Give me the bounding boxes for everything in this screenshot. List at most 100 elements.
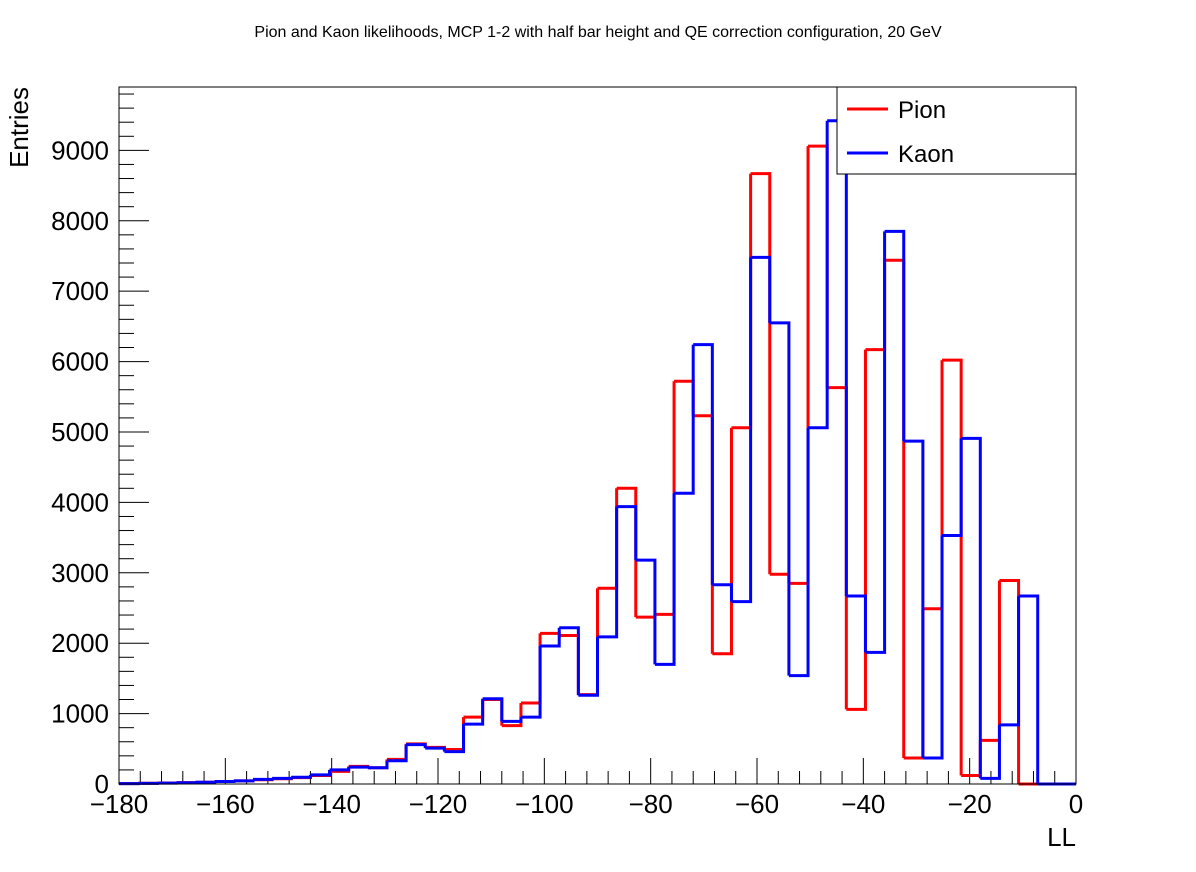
y-tick-label: 4000	[51, 487, 109, 517]
histogram-bin-kaon	[482, 697, 504, 722]
y-axis-ticks	[119, 93, 149, 785]
histogram-bin-kaon	[386, 744, 408, 763]
legend: Pion Kaon	[836, 86, 1077, 175]
histogram-bin-kaon	[731, 257, 753, 604]
histogram-bin-kaon	[616, 505, 638, 561]
histogram-bin-kaon	[195, 780, 217, 784]
histogram-bin-pion	[961, 740, 982, 778]
y-tick-label: 8000	[51, 206, 109, 236]
x-tick-label: −40	[841, 789, 885, 819]
histogram-bin-pion	[788, 146, 810, 585]
x-tick-label: −100	[515, 789, 574, 819]
histogram-bin-pion	[865, 260, 887, 352]
x-tick-label: −80	[629, 789, 673, 819]
histogram-bin-pion	[635, 614, 657, 619]
y-tick-label: 5000	[51, 417, 109, 447]
histogram-bin-pion	[616, 486, 638, 618]
plot-frame	[118, 86, 1077, 785]
y-tick-label: 9000	[51, 135, 109, 165]
x-axis-tick-labels: −180 −160 −140 −120 −100 −80 −60 −40 −20 0	[90, 789, 1084, 819]
histogram-bin-kaon	[444, 724, 466, 754]
histogram-bin-kaon	[961, 436, 982, 779]
y-tick-label: 0	[95, 769, 109, 799]
histogram-bin-kaon	[846, 594, 867, 653]
histogram-bin-pion	[578, 588, 599, 697]
x-axis-ticks	[118, 758, 1077, 784]
histogram-bin-kaon	[635, 558, 657, 665]
chart-title: Pion and Kaon likelihoods, MCP 1-2 with …	[254, 24, 942, 41]
histogram-bin-kaon	[329, 767, 351, 772]
histogram-bin-pion	[444, 717, 466, 752]
x-tick-label: −120	[409, 789, 468, 819]
histogram-bin-kaon	[425, 746, 446, 752]
histogram-bin-kaon	[463, 698, 485, 726]
legend-label-kaon: Kaon	[898, 141, 954, 168]
histogram-bin-kaon	[865, 231, 887, 654]
histogram-bin-pion	[520, 633, 542, 705]
histogram-bin-kaon	[922, 535, 944, 760]
histogram-bin-kaon	[233, 779, 255, 783]
histogram-bin-pion	[654, 381, 676, 616]
histogram-bin-kaon	[578, 636, 599, 697]
histogram-bin-pion	[769, 572, 791, 584]
x-tick-label: −140	[302, 789, 361, 819]
x-axis-label: LL	[1047, 822, 1076, 852]
x-tick-label: −160	[196, 789, 255, 819]
histogram-bin-pion	[827, 386, 848, 710]
histogram-bin-pion	[903, 608, 925, 760]
histogram-bin-kaon	[750, 255, 772, 323]
histogram-bin-kaon	[348, 765, 370, 769]
histogram-bin-kaon	[827, 119, 848, 597]
histogram-bin-kaon	[540, 627, 561, 648]
histogram-bin-pion	[540, 631, 561, 636]
histogram-bin-pion	[750, 172, 772, 575]
histogram-bin-pion	[731, 173, 753, 430]
y-axis-tick-labels: 0 1000 2000 3000 4000 5000 6000 7000 8000 9000	[51, 135, 109, 799]
legend-label-pion: Pion	[898, 97, 946, 124]
histogram-bin-kaon	[942, 438, 963, 537]
x-tick-label: −60	[735, 789, 779, 819]
histogram-bin-kaon	[501, 717, 523, 723]
y-axis-label: Entries	[4, 87, 34, 168]
histogram-bin-kaon	[654, 493, 676, 666]
histogram-bin-kaon	[903, 439, 925, 758]
histogram-bin-pion	[999, 579, 1021, 784]
histogram-bin-pion	[980, 580, 1001, 742]
y-tick-label: 2000	[51, 628, 109, 658]
histogram-bin-kaon	[769, 321, 791, 676]
histogram-bin-kaon	[1018, 594, 1040, 784]
y-tick-label: 3000	[51, 558, 109, 588]
histogram-bin-kaon	[712, 583, 733, 602]
histogram-bin-kaon	[367, 760, 389, 770]
histogram-bin-kaon	[980, 724, 1001, 780]
histogram-bin-kaon	[272, 776, 293, 780]
histogram-bin-kaon	[310, 769, 332, 777]
histogram-bin-kaon	[214, 780, 236, 784]
histogram-bin-pion	[482, 698, 504, 726]
histogram-bin-kaon	[559, 626, 580, 696]
histogram-bin-kaon	[788, 427, 810, 678]
histogram-bin-pion	[501, 703, 523, 728]
histogram-bin-pion	[386, 743, 408, 761]
histogram-bin-pion	[922, 360, 944, 611]
histogram-bin-pion	[808, 144, 829, 388]
histogram-bin-kaon	[884, 229, 906, 442]
plot-series	[119, 119, 1076, 786]
histogram-bin-kaon	[252, 777, 274, 781]
histogram-bin-pion	[846, 349, 867, 711]
histogram-bin-pion	[674, 379, 695, 416]
histogram-bin-kaon	[520, 646, 542, 719]
y-tick-label: 7000	[51, 276, 109, 306]
histogram-bin-kaon	[597, 506, 619, 639]
y-tick-label: 6000	[51, 347, 109, 377]
histogram-bin-pion	[597, 488, 619, 590]
histogram-bin-pion	[693, 414, 714, 654]
x-tick-label: 0	[1069, 789, 1083, 819]
histogram-bin-kaon	[999, 596, 1021, 727]
legend-box	[836, 86, 1077, 175]
y-tick-label: 1000	[51, 699, 109, 729]
histogram-bin-kaon	[291, 774, 312, 779]
series-kaon	[119, 119, 1076, 786]
histogram-bin-kaon	[693, 343, 714, 585]
